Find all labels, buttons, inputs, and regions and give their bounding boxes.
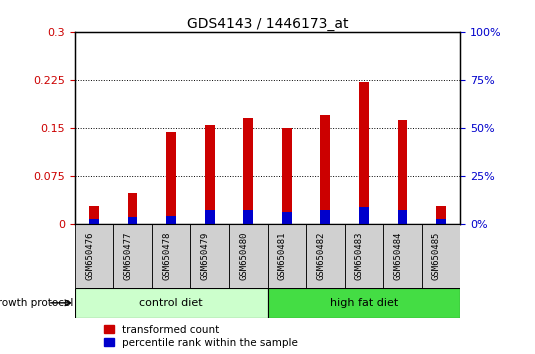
Bar [359,82,369,224]
Text: GSM650478: GSM650478 [162,232,171,280]
Text: GSM650484: GSM650484 [393,232,402,280]
Text: GSM650485: GSM650485 [432,232,441,280]
Bar [128,193,137,224]
Bar [229,224,268,288]
Text: GSM650481: GSM650481 [278,232,287,280]
Bar [128,217,137,224]
Text: high fat diet: high fat diet [330,298,398,308]
Bar [243,118,253,224]
Bar [166,132,176,224]
Bar [113,224,152,288]
Text: GSM650479: GSM650479 [201,232,210,280]
Bar [205,210,215,224]
Bar [436,219,446,224]
Bar [152,224,190,288]
Text: control diet: control diet [140,298,203,308]
Bar [320,115,330,224]
Text: GSM650480: GSM650480 [239,232,248,280]
Bar [75,224,113,288]
Text: GSM650477: GSM650477 [124,232,133,280]
Bar [75,288,268,318]
Bar [306,224,345,288]
Bar [268,288,460,318]
Legend: transformed count, percentile rank within the sample: transformed count, percentile rank withi… [100,320,302,352]
Bar [398,210,407,224]
Bar [243,210,253,224]
Bar [190,224,229,288]
Bar [282,128,292,224]
Bar [359,207,369,224]
Bar [166,216,176,224]
Bar [383,224,422,288]
Text: growth protocol: growth protocol [0,298,73,308]
Bar [398,120,407,224]
Bar [345,224,383,288]
Bar [282,212,292,224]
Text: GSM650476: GSM650476 [85,232,94,280]
Title: GDS4143 / 1446173_at: GDS4143 / 1446173_at [187,17,348,31]
Bar [205,125,215,224]
Text: GSM650483: GSM650483 [355,232,364,280]
Bar [268,224,306,288]
Bar [320,210,330,224]
Text: GSM650482: GSM650482 [316,232,325,280]
Bar [89,206,99,224]
Bar [89,219,99,224]
Bar [436,206,446,224]
Bar [422,224,460,288]
